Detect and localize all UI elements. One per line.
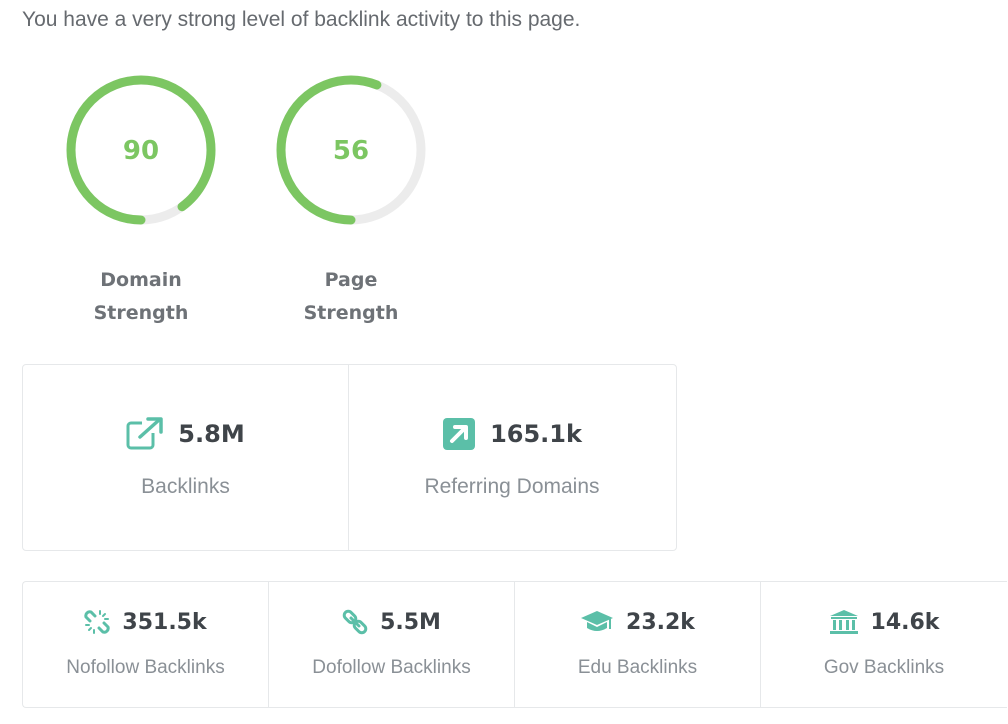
gov-value: 14.6k [870,609,940,635]
dofollow-stat: 5.5M Dofollow Backlinks [269,582,515,707]
external-link-icon [126,417,164,451]
gov-label: Gov Backlinks [823,657,945,678]
nofollow-value: 351.5k [122,609,207,635]
nofollow-stat: 351.5k Nofollow Backlinks [23,582,269,707]
nofollow-label: Nofollow Backlinks [66,657,225,678]
backlinks-label: Backlinks [141,475,230,498]
dofollow-value: 5.5M [380,609,441,635]
page-strength-value: 56 [333,136,369,166]
intro-text: You have a very strong level of backlink… [22,8,581,31]
arrow-up-right-square-icon [442,417,476,451]
domain-strength-gauge: 90 Domain Strength [61,70,221,330]
summary-stats: 5.8M Backlinks 165.1k Referring Domains [22,364,677,551]
edu-value: 23.2k [626,609,695,635]
gov-stat: 14.6k Gov Backlinks [761,582,1007,707]
page-strength-label: Page Strength [303,269,399,324]
broken-link-icon [84,609,111,635]
domain-strength-label: Domain Strength [93,269,189,324]
dofollow-label: Dofollow Backlinks [312,657,471,678]
page-strength-ring: 56 [276,75,426,225]
domain-strength-value: 90 [123,136,159,166]
referring-domains-value: 165.1k [490,420,582,448]
domain-strength-ring: 90 [66,75,216,225]
government-building-icon [829,609,859,635]
edu-stat: 23.2k Edu Backlinks [515,582,761,707]
graduation-cap-icon [580,609,614,635]
link-icon [342,609,368,635]
edu-label: Edu Backlinks [577,657,698,678]
page-strength-gauge: 56 Page Strength [271,70,431,330]
backlinks-stat: 5.8M Backlinks [23,365,349,550]
referring-domains-label: Referring Domains [424,475,600,498]
referring-domains-stat: 165.1k Referring Domains [349,365,675,550]
backlinks-value: 5.8M [178,420,245,448]
detail-stats: 351.5k Nofollow Backlinks 5.5M Dofollow … [22,581,1007,708]
